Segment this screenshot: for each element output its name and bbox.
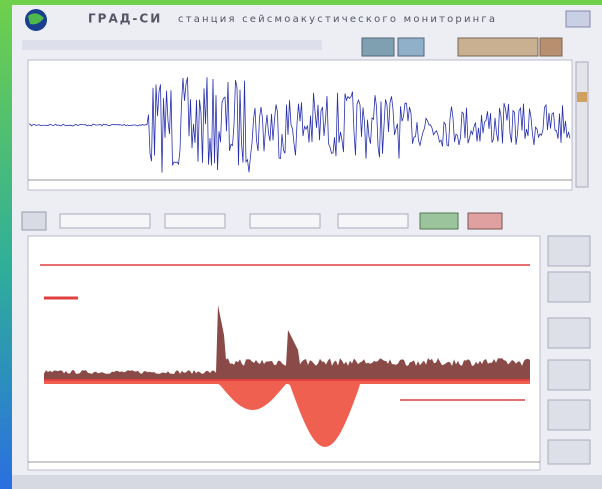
- toolbar-button[interactable]: [457, 37, 539, 57]
- info-line: [22, 40, 322, 50]
- waveform-trace: [29, 77, 571, 173]
- toolbar-button[interactable]: [21, 211, 47, 231]
- help-button[interactable]: [565, 10, 591, 28]
- toolbar-button[interactable]: [361, 37, 395, 57]
- control-box[interactable]: [547, 359, 591, 391]
- input-field[interactable]: [249, 213, 321, 229]
- control-box[interactable]: [547, 271, 591, 303]
- logo-land: [28, 13, 44, 25]
- input-field[interactable]: [164, 213, 226, 229]
- input-field[interactable]: [59, 213, 151, 229]
- waveform-panel: [27, 59, 573, 191]
- status-bar: [12, 475, 602, 489]
- app-subtitle: станция сейсмоакустического мониторинга: [178, 14, 497, 25]
- positive-area: [44, 305, 530, 380]
- control-box[interactable]: [547, 317, 591, 349]
- control-box[interactable]: [547, 439, 591, 465]
- waveform: [29, 77, 571, 173]
- app-title: ГРАД-СИ: [88, 12, 162, 26]
- toolbar-button[interactable]: [419, 212, 459, 230]
- control-box[interactable]: [547, 235, 591, 267]
- toolbar-button[interactable]: [467, 212, 503, 230]
- slider-thumb[interactable]: [577, 92, 587, 102]
- trend-plot: [44, 305, 530, 447]
- sidebar: [547, 235, 591, 465]
- scroll-slider[interactable]: [575, 61, 589, 188]
- toolbar-button[interactable]: [397, 37, 425, 57]
- toolbar-button[interactable]: [539, 37, 563, 57]
- input-field[interactable]: [337, 213, 409, 229]
- trend-panel: [27, 235, 541, 471]
- control-box[interactable]: [547, 399, 591, 431]
